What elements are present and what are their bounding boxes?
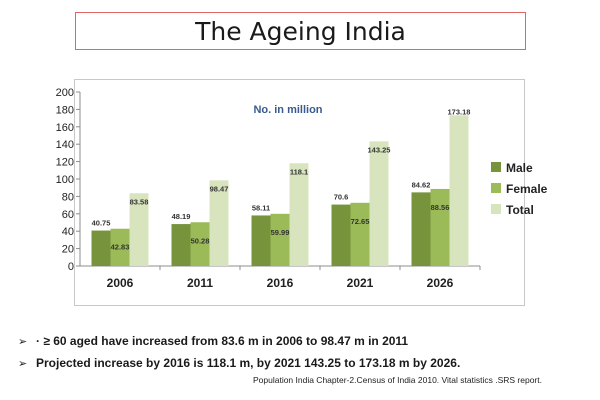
y-tick-label: 80 [62, 191, 74, 203]
bar-male [91, 230, 111, 266]
x-tick-label: 2016 [267, 276, 294, 290]
y-tick-label: 120 [56, 157, 74, 169]
y-tick-label: 100 [56, 174, 74, 186]
legend-swatch-female [491, 183, 501, 193]
arrow-bullet-icon: ➢ [18, 334, 28, 348]
x-tick-label: 2026 [427, 276, 454, 290]
data-label: 48.19 [172, 212, 191, 221]
legend-swatch-total [491, 204, 501, 214]
legend-label-male: Male [506, 161, 533, 175]
legend-swatch-male [491, 162, 501, 172]
data-label: 118.1 [290, 167, 308, 176]
bar-male [251, 215, 271, 266]
bar-total [289, 163, 309, 266]
y-tick-label: 200 [56, 87, 74, 99]
data-label: 88.56 [431, 203, 450, 212]
bullet-text-1: · ≥ 60 aged have increased from 83.6 m i… [36, 334, 409, 348]
legend-label-female: Female [506, 182, 548, 196]
bullet-list: ➢ · ≥ 60 aged have increased from 83.6 m… [18, 330, 588, 374]
y-tick-label: 160 [56, 122, 74, 134]
slide-title: The Ageing India [75, 12, 526, 50]
data-label: 83.58 [130, 197, 149, 206]
legend-label-total: Total [506, 203, 534, 217]
data-label: 70.6 [334, 193, 349, 202]
y-tick-label: 20 [62, 244, 74, 256]
data-label: 143.25 [368, 145, 391, 154]
x-tick-label: 2011 [187, 276, 213, 290]
data-label: 98.47 [210, 184, 229, 193]
bar-female [430, 188, 450, 266]
bar-female [350, 202, 370, 266]
data-label: 84.62 [412, 180, 431, 189]
y-tick-label: 60 [62, 209, 74, 221]
source-citation: Population India Chapter-2.Census of Ind… [252, 375, 542, 385]
bar-total [129, 193, 149, 266]
bar-total [369, 141, 389, 266]
data-label: 50.28 [191, 236, 210, 245]
bullet-text-2: Projected increase by 2016 is 118.1 m, b… [36, 356, 461, 370]
data-label: 59.99 [271, 228, 290, 237]
bar-female [270, 213, 290, 266]
bar-female [110, 228, 130, 266]
bar-male [331, 204, 351, 266]
arrow-bullet-icon: ➢ [18, 356, 28, 370]
bar-total [209, 180, 229, 266]
bullet-item-1: ➢ · ≥ 60 aged have increased from 83.6 m… [18, 330, 588, 352]
bullet-item-2: ➢ Projected increase by 2016 is 118.1 m,… [18, 352, 588, 374]
y-tick-label: 180 [56, 104, 74, 116]
data-label: 58.11 [252, 203, 270, 212]
y-tick-label: 40 [62, 226, 74, 238]
data-label: 72.65 [351, 217, 370, 226]
bar-female [190, 222, 210, 266]
bar-male [171, 224, 191, 266]
y-tick-label: 0 [68, 261, 74, 273]
x-tick-label: 2006 [107, 276, 134, 290]
chart-annotation: No. in million [253, 104, 322, 116]
data-label: 173.18 [448, 107, 471, 116]
y-tick-label: 140 [56, 139, 74, 151]
data-label: 42.83 [111, 243, 130, 252]
data-label: 40.75 [92, 219, 111, 228]
bar-total [449, 115, 469, 266]
x-tick-label: 2021 [347, 276, 374, 290]
bar-male [411, 192, 431, 266]
